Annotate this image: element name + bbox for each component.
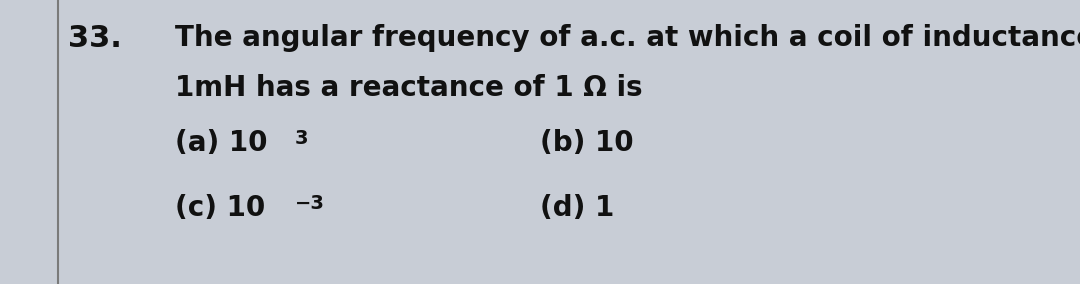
Text: (a) 10: (a) 10	[175, 129, 268, 157]
Text: The angular frequency of a.c. at which a coil of inductance: The angular frequency of a.c. at which a…	[175, 24, 1080, 52]
Text: (c) 10: (c) 10	[175, 194, 266, 222]
Text: (b) 10: (b) 10	[540, 129, 634, 157]
Text: 3: 3	[295, 129, 309, 148]
Text: −3: −3	[295, 194, 325, 213]
Text: (d) 1: (d) 1	[540, 194, 615, 222]
Text: 33.: 33.	[68, 24, 122, 53]
Text: 1mH has a reactance of 1 Ω is: 1mH has a reactance of 1 Ω is	[175, 74, 643, 102]
